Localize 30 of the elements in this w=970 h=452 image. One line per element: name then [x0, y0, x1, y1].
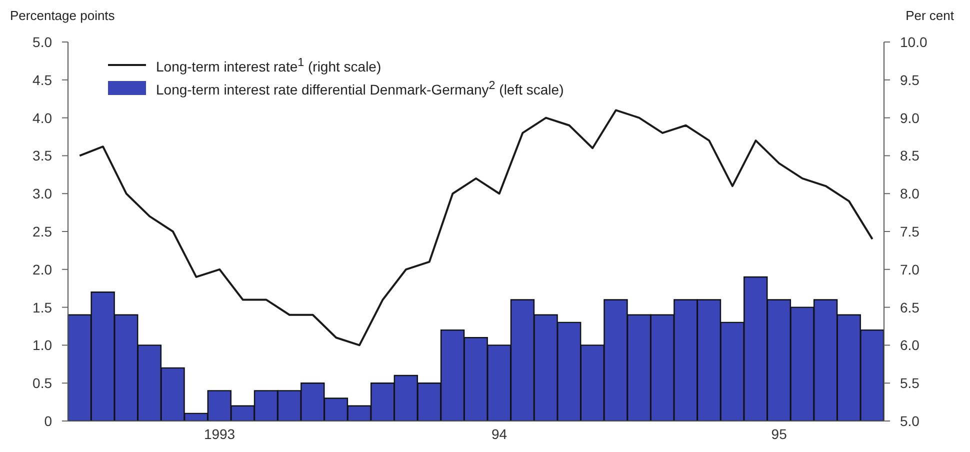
y-tick-label: 4.0	[32, 110, 52, 126]
y2-tick-label: 5.0	[900, 413, 920, 429]
y-tick-label: 2.5	[32, 224, 52, 240]
x-tick-label: 94	[492, 426, 508, 442]
y-tick-label: 1.0	[32, 337, 52, 354]
y-tick-label: 4.5	[32, 72, 52, 88]
y2-tick-label: 9.0	[900, 110, 920, 126]
y2-tick-label: 6.5	[900, 299, 920, 316]
y2-tick-label: 7.5	[900, 224, 920, 240]
y-tick-label: 0.5	[32, 375, 52, 392]
y-tick-label: 3.5	[32, 148, 52, 164]
x-tick-label: 1993	[204, 426, 236, 442]
y2-tick-label: 8.0	[900, 186, 920, 202]
y2-tick-label: 10.0	[900, 34, 928, 50]
y-axis-title: Percentage points	[10, 8, 116, 23]
y2-tick-label: 9.5	[900, 72, 920, 88]
y2-tick-label: 8.5	[900, 148, 920, 164]
legend-label: Long-term interest rate$^{1}$ (right scale)	[156, 56, 382, 75]
y2-axis-title: Per cent	[906, 8, 954, 23]
y-tick-label: 1.5	[32, 299, 52, 316]
x-tick-label: 95	[771, 426, 788, 442]
y-tick-label: 3.0	[32, 186, 52, 202]
legend-label: Long-term interest rate differential Denmark-Germany$^{2}$ (left scale)	[156, 78, 564, 98]
y-tick-label: 2.0	[32, 261, 52, 278]
y2-tick-label: 5.5	[900, 375, 920, 392]
y-tick-label: 0	[44, 413, 52, 429]
y-tick-label: 5.0	[32, 34, 52, 50]
y2-tick-label: 6.0	[900, 337, 920, 354]
line-series	[78, 109, 874, 346]
y2-tick-label: 7.0	[900, 261, 920, 278]
